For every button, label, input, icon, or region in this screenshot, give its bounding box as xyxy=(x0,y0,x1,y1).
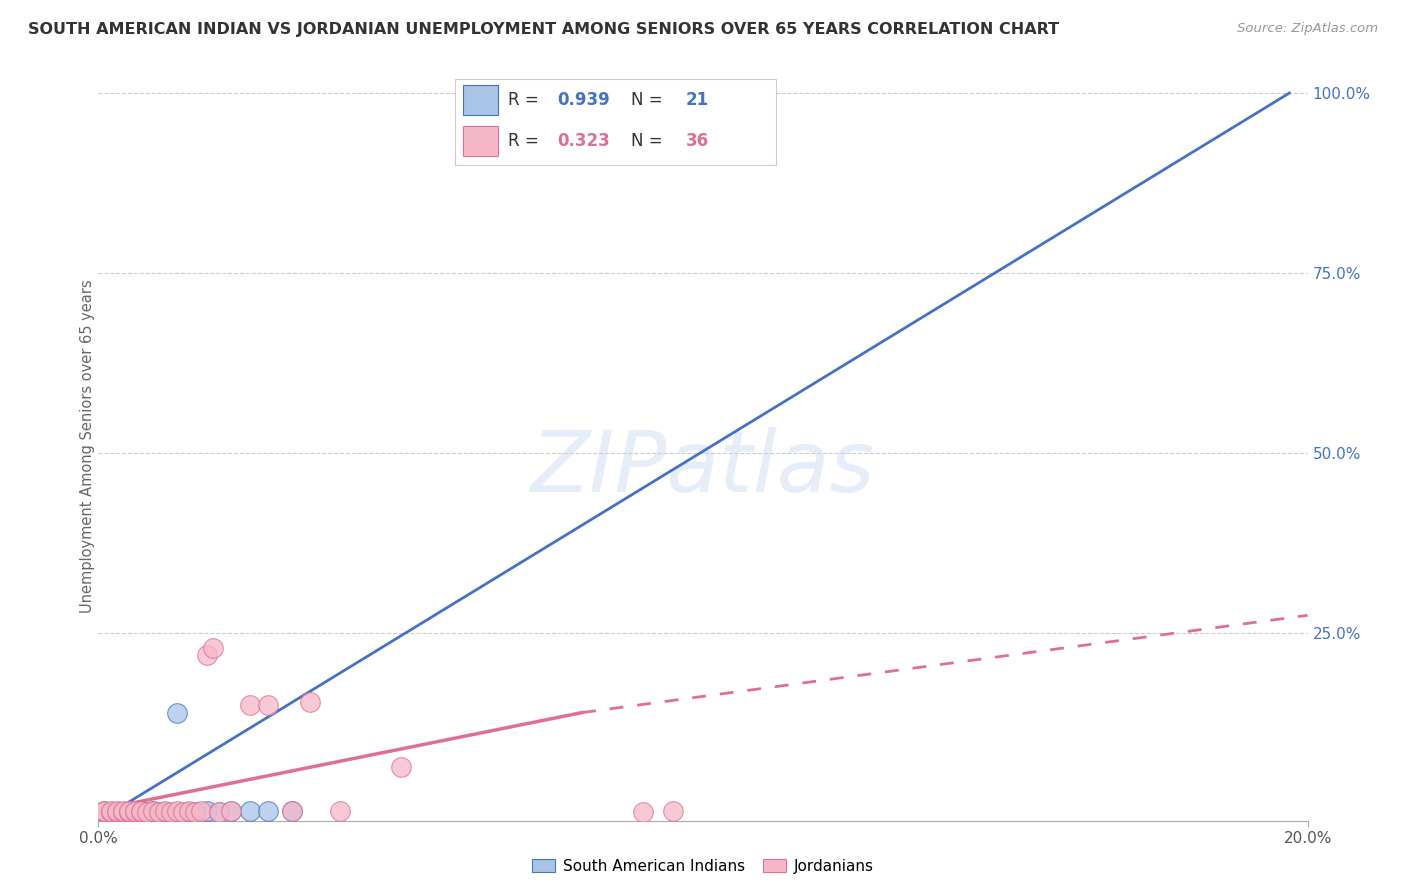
Point xyxy=(661,805,683,819)
Text: SOUTH AMERICAN INDIAN VS JORDANIAN UNEMPLOYMENT AMONG SENIORS OVER 65 YEARS CORR: SOUTH AMERICAN INDIAN VS JORDANIAN UNEMP… xyxy=(28,22,1059,37)
Point xyxy=(100,805,122,819)
Point xyxy=(195,648,218,662)
Point xyxy=(747,115,769,129)
Point xyxy=(148,805,170,819)
Point xyxy=(172,805,194,819)
Point xyxy=(142,805,165,819)
Point xyxy=(281,805,304,819)
Point xyxy=(179,805,201,819)
Point xyxy=(93,805,115,819)
Point xyxy=(118,805,141,819)
Point xyxy=(190,805,212,819)
Point xyxy=(166,805,188,819)
Point xyxy=(239,698,262,713)
Point xyxy=(111,805,134,819)
Point xyxy=(93,805,115,819)
Point xyxy=(184,805,207,819)
Point xyxy=(389,759,412,773)
Point xyxy=(256,698,278,713)
Point xyxy=(208,805,231,819)
Point xyxy=(100,805,122,819)
Text: Source: ZipAtlas.com: Source: ZipAtlas.com xyxy=(1237,22,1378,36)
Point xyxy=(135,805,157,819)
Point xyxy=(129,805,152,819)
Point xyxy=(129,805,152,819)
Text: ZIPatlas: ZIPatlas xyxy=(531,427,875,510)
Point xyxy=(195,805,218,819)
Point xyxy=(153,805,176,819)
Point xyxy=(135,805,157,819)
Point xyxy=(208,805,231,819)
Point xyxy=(118,805,141,819)
Point xyxy=(111,805,134,819)
Point xyxy=(184,805,207,819)
Point xyxy=(124,805,146,819)
Legend: South American Indians, Jordanians: South American Indians, Jordanians xyxy=(526,853,880,880)
Point xyxy=(111,805,134,819)
Point xyxy=(129,805,152,819)
Point xyxy=(124,805,146,819)
Point xyxy=(148,805,170,819)
Point xyxy=(221,805,243,819)
Point xyxy=(166,706,188,720)
Point xyxy=(118,805,141,819)
Point xyxy=(179,805,201,819)
Point xyxy=(221,805,243,819)
Point xyxy=(202,640,225,655)
Y-axis label: Unemployment Among Seniors over 65 years: Unemployment Among Seniors over 65 years xyxy=(80,279,94,613)
Point xyxy=(105,805,128,819)
Point xyxy=(239,805,262,819)
Point xyxy=(105,805,128,819)
Point xyxy=(93,805,115,819)
Point xyxy=(281,805,304,819)
Point xyxy=(153,805,176,819)
Point xyxy=(256,805,278,819)
Point xyxy=(631,805,654,819)
Point xyxy=(160,805,183,819)
Point xyxy=(142,805,165,819)
Point xyxy=(124,805,146,819)
Point xyxy=(100,805,122,819)
Point xyxy=(105,805,128,819)
Point xyxy=(299,695,322,709)
Point xyxy=(329,805,352,819)
